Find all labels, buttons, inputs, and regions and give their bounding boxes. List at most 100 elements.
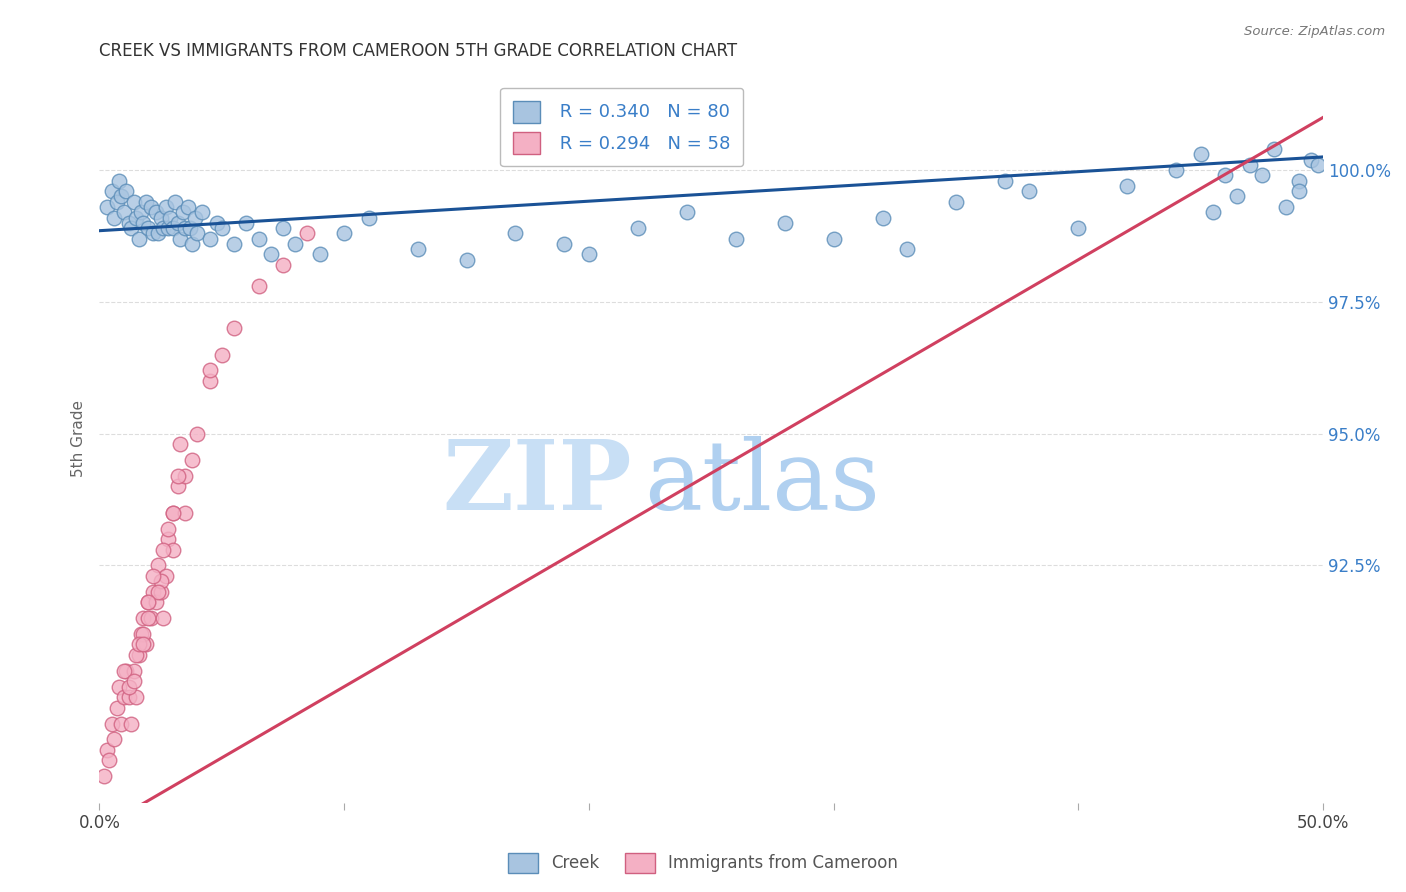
Point xyxy=(120,221,142,235)
Point xyxy=(146,227,169,241)
Point xyxy=(103,732,125,747)
Point xyxy=(205,216,228,230)
Point xyxy=(122,194,145,209)
Point xyxy=(896,242,918,256)
Point xyxy=(174,221,197,235)
Point xyxy=(308,247,330,261)
Point xyxy=(108,680,131,694)
Point xyxy=(96,743,118,757)
Point xyxy=(169,437,191,451)
Point xyxy=(146,584,169,599)
Text: CREEK VS IMMIGRANTS FROM CAMEROON 5TH GRADE CORRELATION CHART: CREEK VS IMMIGRANTS FROM CAMEROON 5TH GR… xyxy=(100,42,738,60)
Point xyxy=(724,231,747,245)
Point xyxy=(149,574,172,589)
Point xyxy=(112,690,135,705)
Point xyxy=(945,194,967,209)
Point xyxy=(103,211,125,225)
Point xyxy=(578,247,600,261)
Point xyxy=(191,205,214,219)
Point xyxy=(166,468,188,483)
Point xyxy=(222,236,245,251)
Point xyxy=(128,637,150,651)
Point xyxy=(156,221,179,235)
Point xyxy=(1288,173,1310,187)
Point xyxy=(1116,178,1139,193)
Point xyxy=(155,200,177,214)
Point xyxy=(145,205,167,219)
Point xyxy=(129,627,152,641)
Point xyxy=(181,236,204,251)
Point xyxy=(128,231,150,245)
Legend: Creek, Immigrants from Cameroon: Creek, Immigrants from Cameroon xyxy=(502,847,904,880)
Text: ZIP: ZIP xyxy=(443,435,631,530)
Point xyxy=(872,211,894,225)
Point xyxy=(174,468,197,483)
Point xyxy=(1213,169,1236,183)
Point xyxy=(1202,205,1225,219)
Point xyxy=(198,231,221,245)
Point xyxy=(156,532,179,546)
Point xyxy=(176,200,198,214)
Point xyxy=(165,194,187,209)
Point xyxy=(128,648,150,662)
Point xyxy=(138,595,160,609)
Point xyxy=(1166,163,1188,178)
Point xyxy=(156,521,179,535)
Point xyxy=(169,231,191,245)
Point xyxy=(112,664,135,678)
Point xyxy=(132,637,155,651)
Point xyxy=(823,231,845,245)
Point xyxy=(406,242,429,256)
Point xyxy=(333,227,356,241)
Point xyxy=(553,236,575,251)
Point xyxy=(115,184,138,198)
Text: atlas: atlas xyxy=(644,435,880,530)
Point xyxy=(627,221,650,235)
Point xyxy=(271,258,294,272)
Point xyxy=(198,363,221,377)
Point xyxy=(105,700,128,714)
Point xyxy=(138,611,160,625)
Point xyxy=(118,680,141,694)
Point xyxy=(145,595,167,609)
Point xyxy=(135,194,157,209)
Point xyxy=(162,506,184,520)
Point xyxy=(138,595,160,609)
Point xyxy=(1263,142,1285,156)
Point xyxy=(139,200,162,214)
Point xyxy=(179,221,201,235)
Point xyxy=(1189,147,1212,161)
Point xyxy=(152,611,174,625)
Point xyxy=(110,716,132,731)
Point xyxy=(138,221,160,235)
Text: Source: ZipAtlas.com: Source: ZipAtlas.com xyxy=(1244,25,1385,38)
Point xyxy=(135,637,157,651)
Point xyxy=(115,664,138,678)
Point xyxy=(132,216,155,230)
Point xyxy=(125,211,148,225)
Point xyxy=(1275,200,1298,214)
Point xyxy=(222,321,245,335)
Point xyxy=(162,221,184,235)
Point xyxy=(152,221,174,235)
Point xyxy=(129,205,152,219)
Point xyxy=(166,479,188,493)
Legend:  R = 0.340   N = 80,  R = 0.294   N = 58: R = 0.340 N = 80, R = 0.294 N = 58 xyxy=(501,88,744,166)
Point xyxy=(125,648,148,662)
Point xyxy=(211,347,233,361)
Point xyxy=(112,205,135,219)
Point xyxy=(284,236,307,251)
Point xyxy=(1239,158,1261,172)
Point xyxy=(357,211,380,225)
Point xyxy=(247,231,270,245)
Point xyxy=(110,189,132,203)
Point xyxy=(105,194,128,209)
Point xyxy=(149,211,172,225)
Point xyxy=(174,506,197,520)
Point xyxy=(96,200,118,214)
Point xyxy=(1067,221,1090,235)
Point xyxy=(159,211,181,225)
Point xyxy=(132,611,155,625)
Point xyxy=(118,216,141,230)
Point xyxy=(125,690,148,705)
